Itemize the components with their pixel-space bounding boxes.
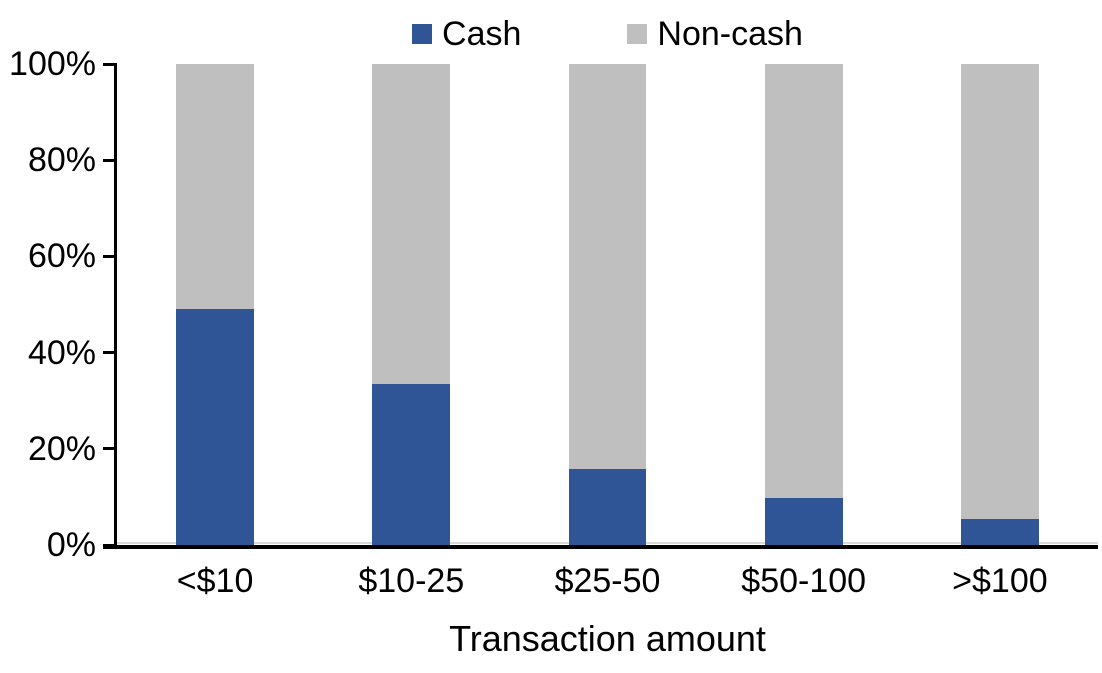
legend-item-cash: Cash (412, 17, 521, 51)
legend-label-non-cash: Non-cash (657, 15, 803, 53)
x-axis-line (103, 545, 1098, 549)
segment-non-cash-25-50 (568, 64, 647, 470)
bar-50-100 (764, 64, 843, 545)
legend-label-cash: Cash (442, 15, 522, 53)
segment-non-cash-10 (176, 64, 255, 310)
y-tick-label-0: 0% (46, 526, 96, 564)
segment-cash-25-50 (568, 469, 647, 545)
x-axis-title: Transaction amount (449, 618, 766, 659)
segment-cash-10-25 (372, 383, 451, 545)
y-axis-line (114, 63, 117, 549)
y-tick-label-20: 20% (27, 429, 96, 468)
bar-10-25 (372, 64, 451, 545)
x-tick-label-10: <$10 (176, 562, 254, 600)
legend-item-non-cash: Non-cash (627, 17, 803, 51)
y-tick-100 (103, 62, 115, 66)
bar-100 (960, 64, 1039, 545)
y-tick-0 (103, 543, 115, 547)
segment-non-cash-50-100 (764, 64, 843, 499)
segment-cash-10 (176, 309, 255, 545)
segment-non-cash-100 (960, 64, 1039, 519)
y-tick-label-40: 40% (27, 333, 96, 372)
legend-swatch-non-cash (627, 24, 648, 44)
y-tick-80 (103, 158, 115, 162)
segment-non-cash-10-25 (372, 64, 451, 384)
bar-10 (176, 64, 255, 545)
x-tick-label-10-25: $10-25 (358, 562, 465, 600)
y-tick-label-100: 100% (9, 45, 96, 83)
plot-area (117, 64, 1098, 545)
y-tick-40 (103, 351, 115, 355)
x-tick-label-50-100: $50-100 (741, 562, 867, 600)
y-tick-label-80: 80% (27, 141, 96, 180)
segment-cash-50-100 (764, 498, 843, 545)
segment-cash-100 (960, 518, 1039, 545)
y-tick-label-60: 60% (27, 237, 96, 276)
x-tick-label-100: >$100 (952, 562, 1048, 600)
legend-swatch-cash (412, 24, 433, 44)
y-tick-60 (103, 254, 115, 258)
legend: Cash Non-cash (117, 12, 1098, 56)
x-tick-label-25-50: $25-50 (554, 562, 661, 600)
y-tick-20 (103, 447, 115, 451)
bar-25-50 (568, 64, 647, 545)
